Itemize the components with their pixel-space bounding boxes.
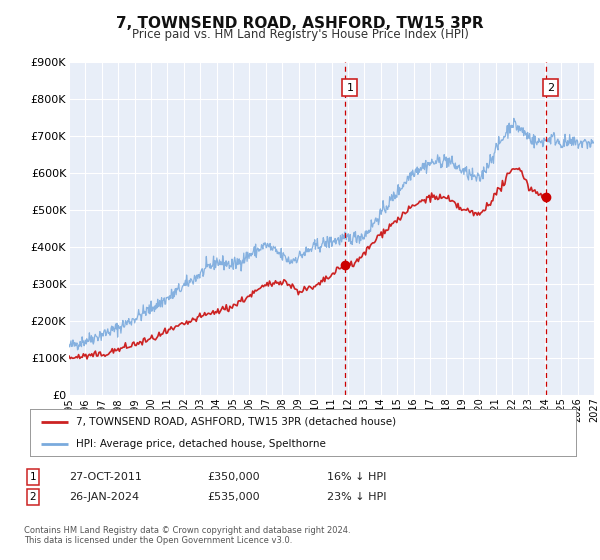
Text: 1: 1 bbox=[29, 472, 37, 482]
Text: 7, TOWNSEND ROAD, ASHFORD, TW15 3PR (detached house): 7, TOWNSEND ROAD, ASHFORD, TW15 3PR (det… bbox=[76, 417, 397, 427]
Text: 1: 1 bbox=[346, 82, 353, 92]
Text: £350,000: £350,000 bbox=[207, 472, 260, 482]
Text: £535,000: £535,000 bbox=[207, 492, 260, 502]
Text: 2: 2 bbox=[29, 492, 37, 502]
Text: This data is licensed under the Open Government Licence v3.0.: This data is licensed under the Open Gov… bbox=[24, 536, 292, 545]
Text: Contains HM Land Registry data © Crown copyright and database right 2024.: Contains HM Land Registry data © Crown c… bbox=[24, 526, 350, 535]
Text: 27-OCT-2011: 27-OCT-2011 bbox=[69, 472, 142, 482]
Text: HPI: Average price, detached house, Spelthorne: HPI: Average price, detached house, Spel… bbox=[76, 438, 326, 449]
Text: 26-JAN-2024: 26-JAN-2024 bbox=[69, 492, 139, 502]
Text: 7, TOWNSEND ROAD, ASHFORD, TW15 3PR: 7, TOWNSEND ROAD, ASHFORD, TW15 3PR bbox=[116, 16, 484, 31]
Text: 23% ↓ HPI: 23% ↓ HPI bbox=[327, 492, 386, 502]
Text: 16% ↓ HPI: 16% ↓ HPI bbox=[327, 472, 386, 482]
Text: 2: 2 bbox=[547, 82, 554, 92]
Text: Price paid vs. HM Land Registry's House Price Index (HPI): Price paid vs. HM Land Registry's House … bbox=[131, 28, 469, 41]
